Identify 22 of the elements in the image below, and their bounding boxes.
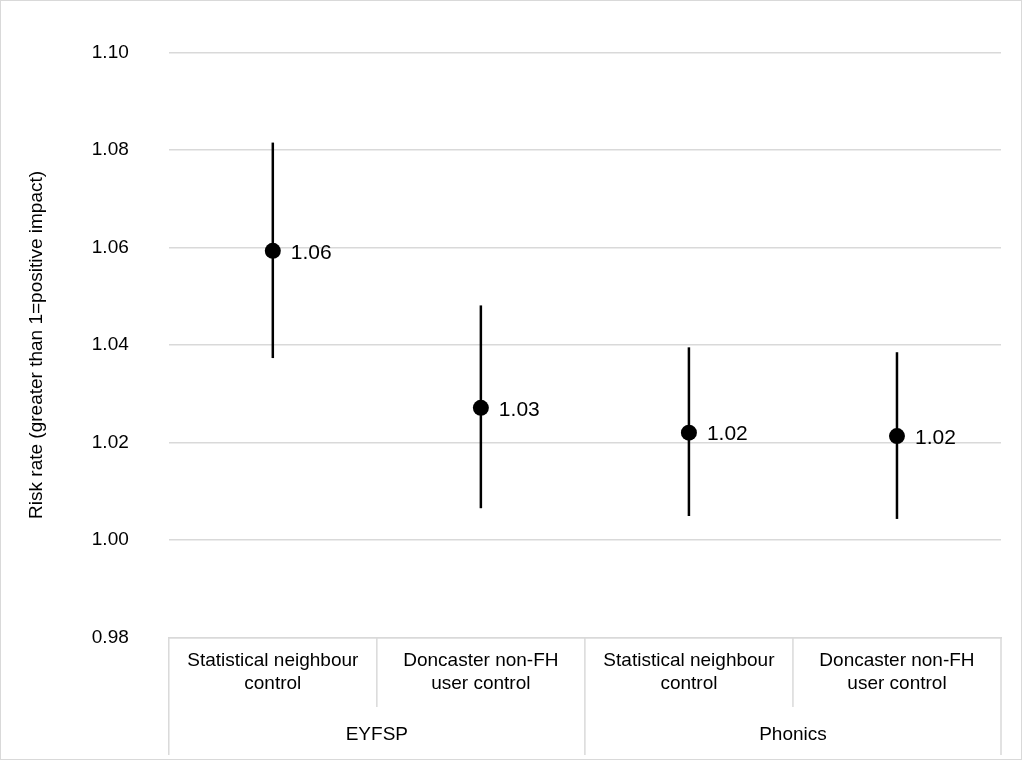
y-tick-label: 1.00 [91, 528, 129, 550]
point [472, 399, 489, 416]
y-tick-label: 0.98 [91, 625, 129, 647]
y-tick-label: 1.06 [91, 235, 129, 257]
x-tick-label: Doncaster non-FH user control [403, 649, 559, 693]
y-tick-label: 1.02 [91, 430, 129, 452]
text: Phonics [759, 723, 827, 745]
x-tick-label: Statistical neighbour control [187, 649, 360, 693]
y-tick-label: 1.08 [91, 138, 129, 160]
y-tick-label: 1.04 [91, 333, 130, 355]
data-label: 1.06 [290, 239, 332, 263]
y-axis-title: Risk rate (greater than 1=positive impact) [24, 170, 46, 519]
point [888, 428, 905, 445]
data-label: 1.02 [706, 421, 748, 445]
x-tick-label: Statistical neighbour control [603, 649, 776, 693]
data-label: 1.02 [914, 424, 956, 448]
point [680, 424, 697, 441]
data-label: 1.03 [498, 396, 540, 420]
x-tick-label: Doncaster non-FH user control [819, 649, 975, 693]
point [264, 242, 281, 259]
text: EYFSP [345, 723, 408, 745]
y-tick-label: 1.10 [91, 40, 129, 62]
